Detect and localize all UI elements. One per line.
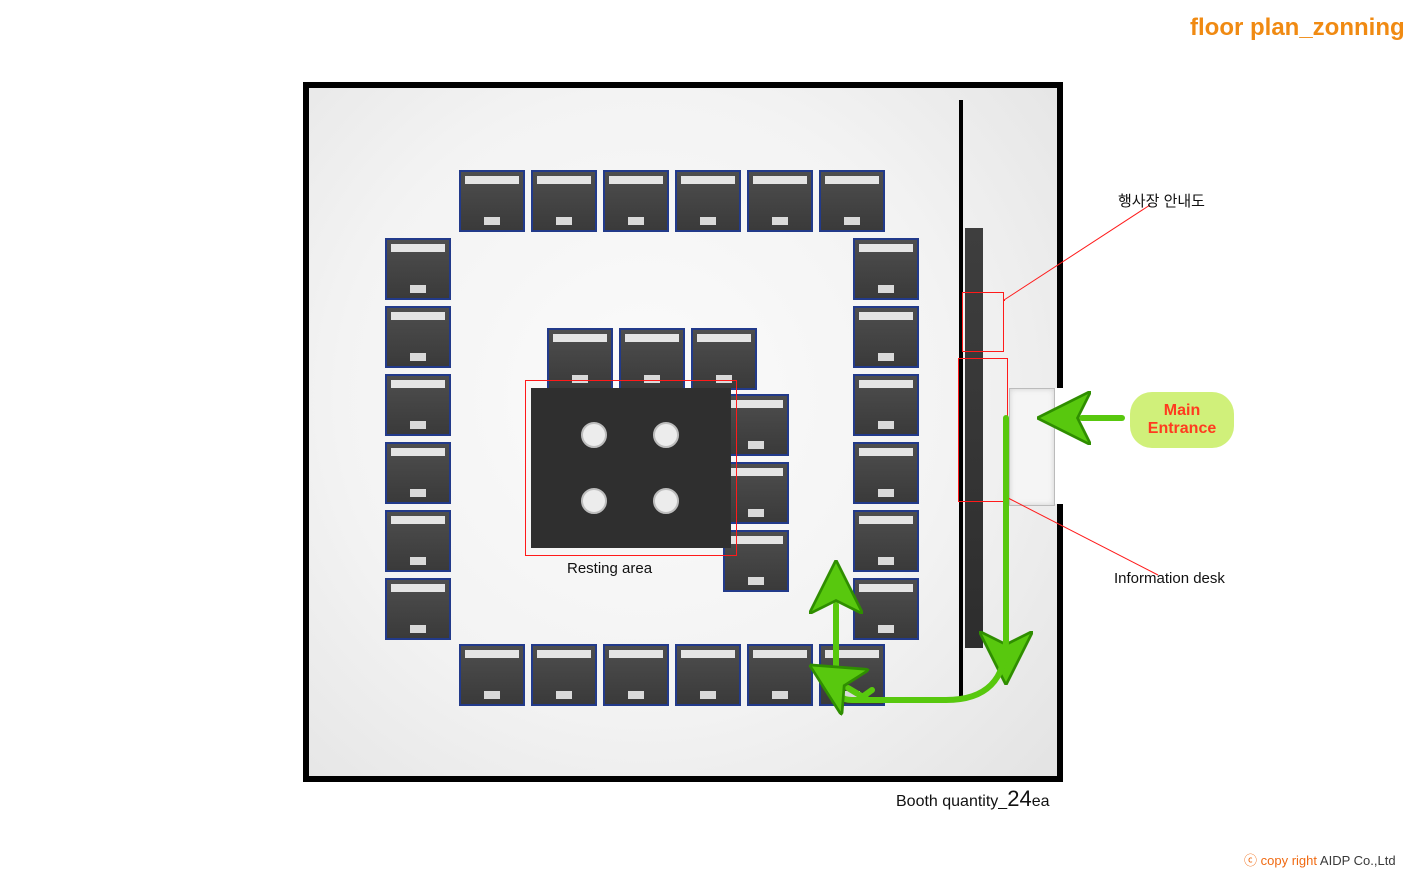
visitor-path-svg — [0, 0, 1420, 872]
